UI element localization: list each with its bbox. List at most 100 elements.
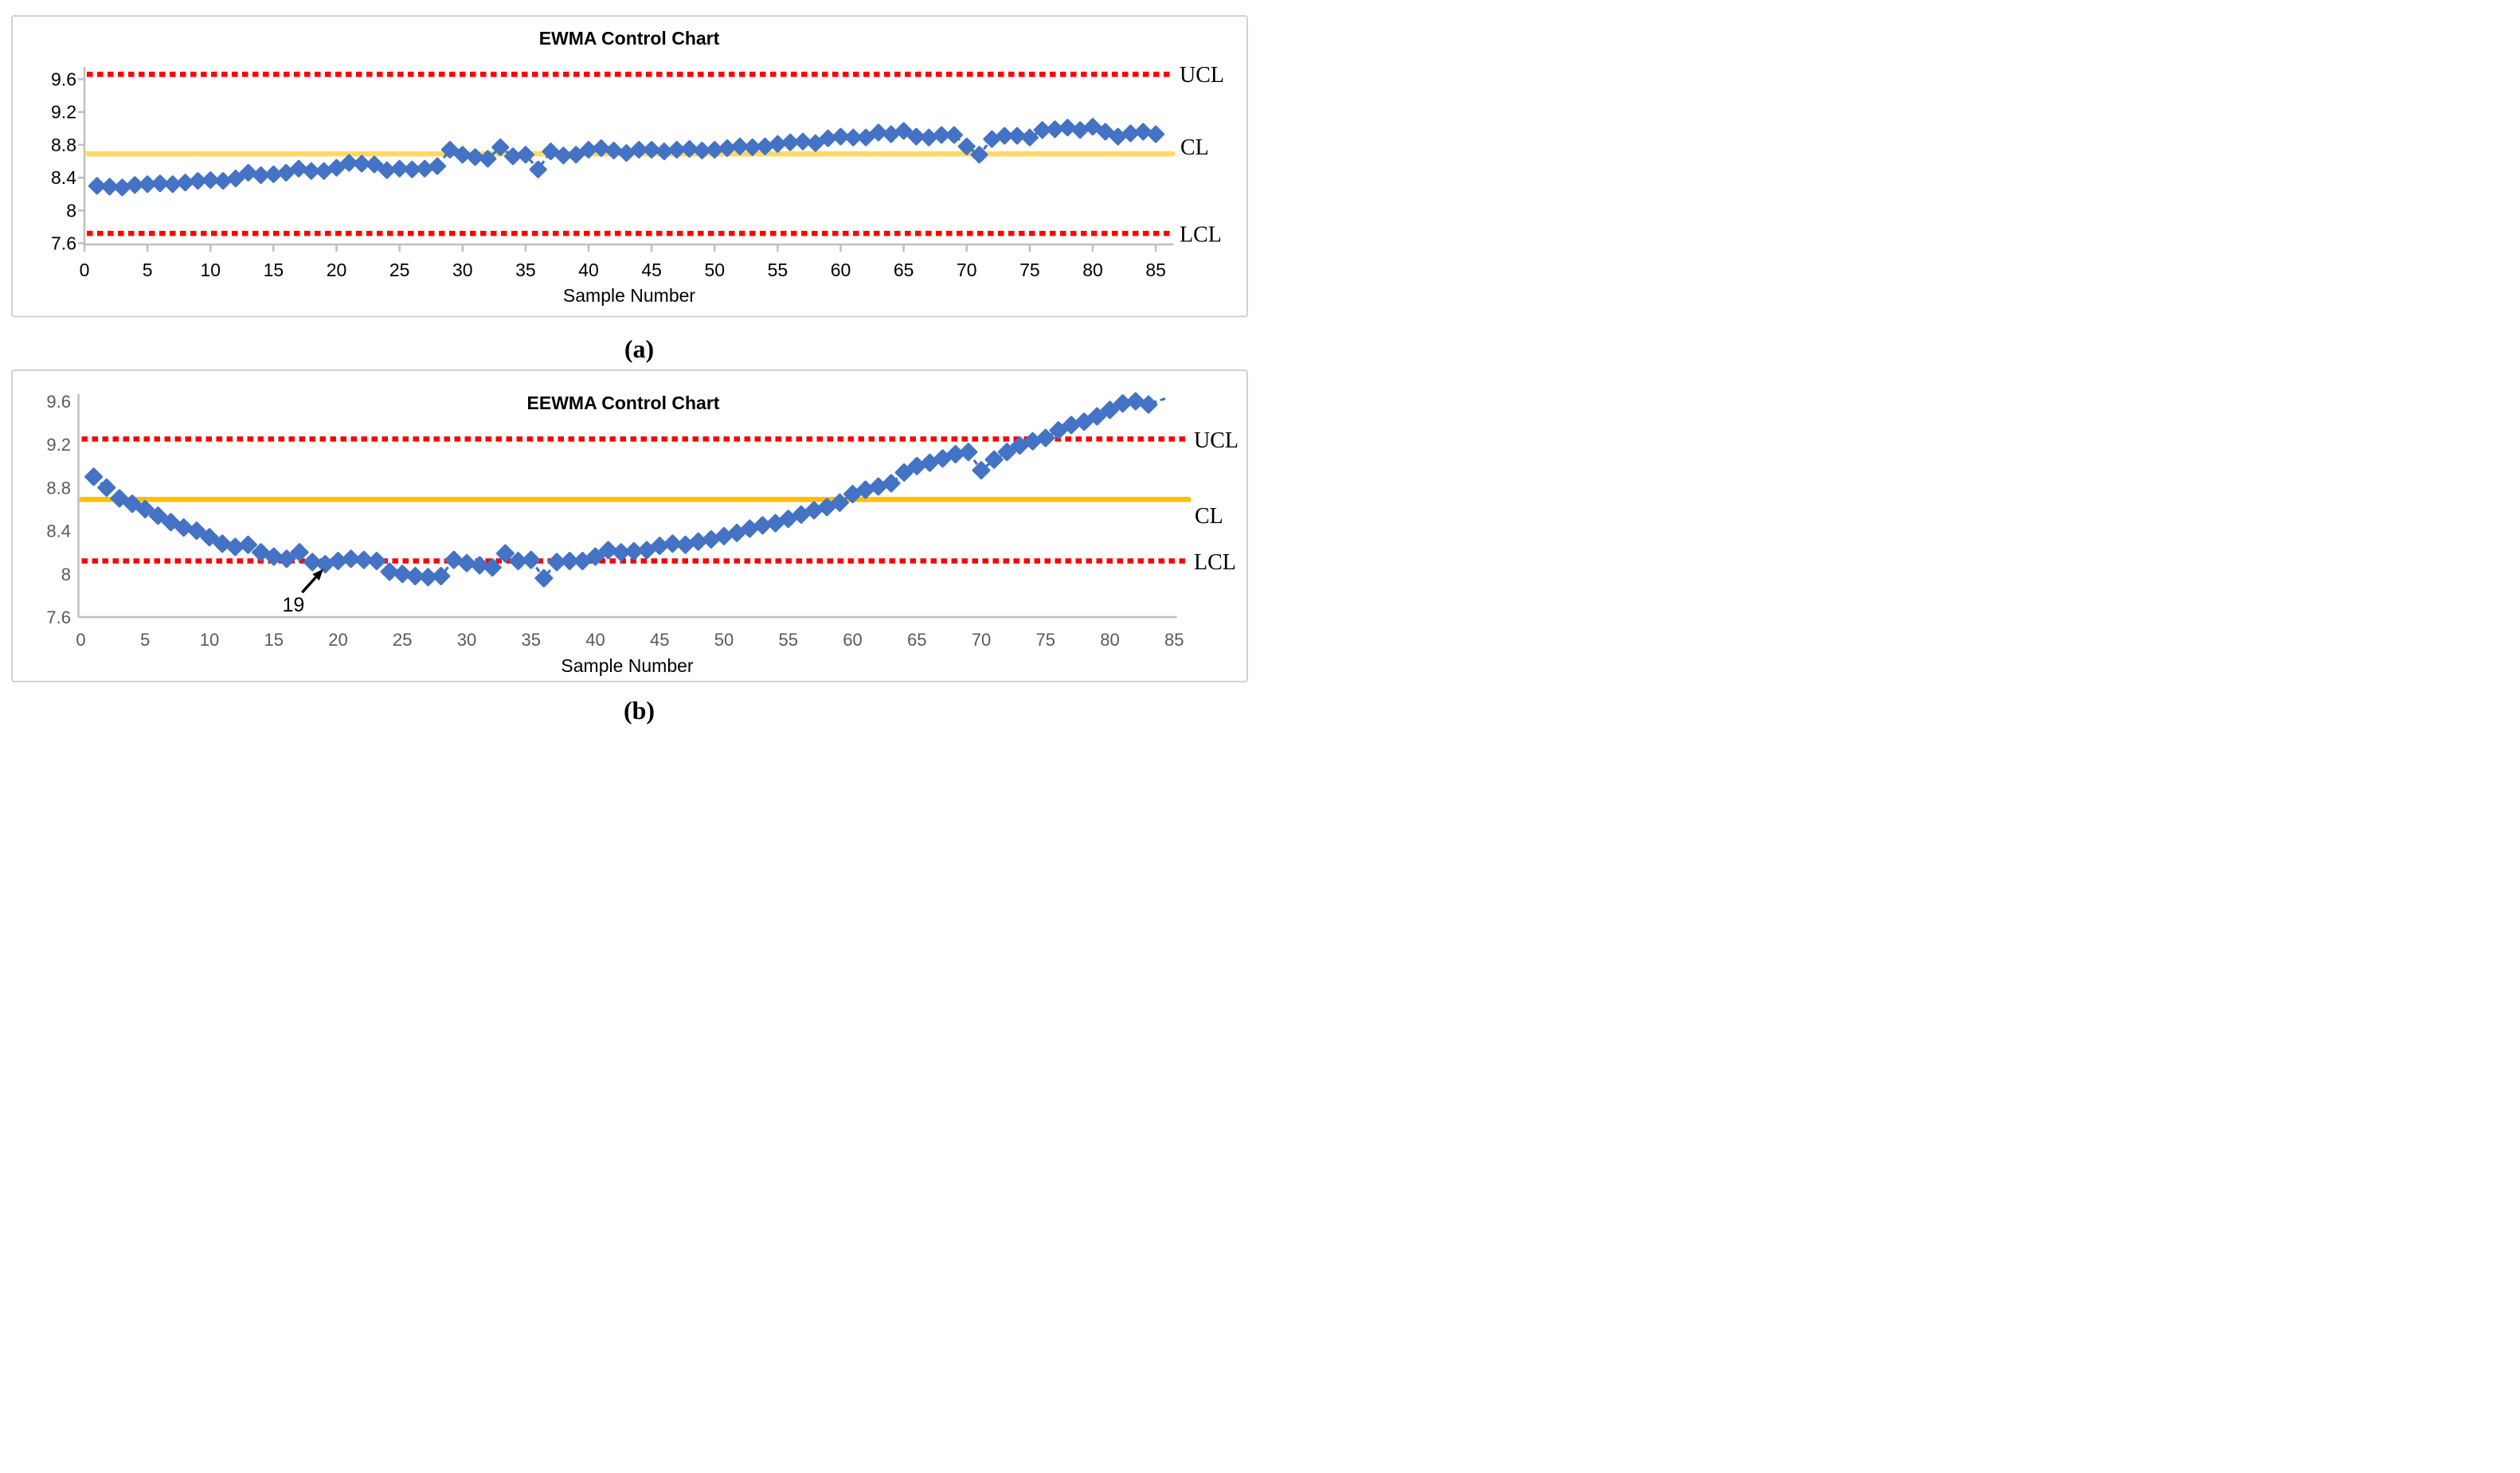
data-point-marker — [630, 141, 648, 159]
x-axis-tick-label: 30 — [452, 260, 473, 280]
data-point-marker — [830, 493, 849, 512]
data-point-marker — [806, 134, 824, 152]
data-point-marker — [894, 463, 914, 482]
data-point-marker — [405, 567, 425, 586]
data-point-marker — [139, 175, 157, 193]
data-point-marker — [730, 137, 749, 155]
data-point-marker — [353, 154, 371, 173]
y-axis-tick-label: 8 — [66, 200, 76, 221]
data-point-marker — [844, 128, 863, 147]
data-point-marker — [882, 474, 901, 493]
ucl-label: UCL — [1194, 428, 1238, 453]
x-axis-tick-label: 45 — [650, 630, 669, 650]
chart-title: EEWMA Control Chart — [527, 393, 720, 413]
data-point-marker — [907, 127, 925, 146]
figure-canvas: EWMA Control Chart 9.6 9.2 8.8 8.4 8 7.6 0 5 10 15… — [0, 0, 1260, 736]
data-point-marker — [151, 174, 169, 193]
data-point-marker — [393, 565, 412, 584]
x-axis-tick-label: 70 — [972, 630, 991, 650]
data-point-marker — [162, 513, 181, 532]
data-point-marker — [680, 140, 698, 158]
y-axis-tick-label: 7.6 — [51, 233, 76, 254]
annotation-label: 19 — [282, 594, 304, 616]
data-point-marker — [996, 127, 1014, 145]
x-axis-title: Sample Number — [561, 655, 694, 676]
data-point-marker — [1058, 119, 1077, 137]
data-point-marker — [187, 522, 206, 541]
x-axis-tick-label: 15 — [264, 260, 284, 280]
data-point-marker — [516, 146, 534, 164]
y-axis-tick-label: 8.4 — [46, 522, 71, 541]
data-point-marker — [226, 170, 245, 188]
data-point-marker — [148, 506, 167, 526]
data-point-marker — [560, 552, 579, 571]
ucl-label: UCL — [1180, 63, 1224, 88]
data-point-marker — [365, 155, 383, 174]
data-point-marker — [1008, 127, 1027, 145]
x-axis-tick-label: 45 — [641, 260, 662, 280]
data-point-marker — [290, 159, 308, 178]
data-point-marker — [239, 163, 257, 182]
data-point-marker — [997, 443, 1016, 462]
data-point-marker — [277, 549, 296, 568]
data-point-marker — [84, 467, 104, 486]
x-axis-tick-label: 10 — [200, 260, 221, 280]
data-point-marker — [380, 562, 399, 581]
annotation-arrow-shaft — [301, 576, 317, 594]
data-point-marker — [933, 126, 951, 144]
chart-border-box — [11, 369, 1248, 682]
x-axis-tick-label: 80 — [1082, 260, 1103, 280]
y-axis-tick-label: 8.4 — [51, 167, 76, 188]
data-point-marker — [1033, 121, 1051, 139]
x-axis-tick-label: 20 — [327, 260, 347, 280]
y-axis-tick-label: 9.6 — [51, 69, 76, 90]
data-point-marker — [1074, 412, 1094, 432]
x-axis-tick-label: 40 — [585, 630, 605, 650]
data-point-marker — [781, 133, 800, 151]
x-axis-tick-label: 70 — [957, 260, 977, 280]
x-axis-tick-label: 5 — [143, 260, 153, 280]
data-point-marker — [126, 176, 144, 194]
cl-label: CL — [1180, 135, 1209, 160]
data-point-marker — [110, 489, 129, 508]
data-point-marker — [869, 123, 887, 142]
data-point-marker — [428, 157, 447, 175]
data-point-marker — [743, 138, 761, 156]
data-point-marker — [483, 558, 502, 577]
y-axis-tick-label: 8.8 — [51, 135, 76, 155]
annotation-arrow-head — [312, 568, 323, 581]
data-point-marker — [1049, 421, 1068, 440]
data-point-marker — [529, 160, 547, 178]
data-point-marker — [252, 166, 270, 185]
data-point-marker — [643, 141, 661, 159]
caption-a: (a) — [624, 334, 654, 363]
x-axis-tick-label: 80 — [1100, 630, 1119, 650]
data-point-marker — [290, 543, 309, 562]
x-axis-tick-label: 25 — [389, 260, 410, 280]
cl-label: CL — [1195, 504, 1223, 529]
y-axis-tick-label: 8 — [61, 565, 71, 584]
y-axis-tick-label: 9.2 — [51, 102, 76, 123]
data-point-marker — [495, 544, 515, 563]
data-point-marker — [97, 478, 116, 497]
x-axis-tick-label: 65 — [907, 630, 926, 650]
x-axis-tick-label: 15 — [264, 630, 284, 650]
x-axis-tick-label: 85 — [1145, 260, 1166, 280]
data-point-marker — [491, 138, 510, 156]
x-axis-tick-label: 75 — [1019, 260, 1040, 280]
data-point-marker — [303, 553, 322, 572]
data-point-marker — [367, 552, 386, 571]
x-axis-tick-label: 55 — [768, 260, 788, 280]
caption-b: (b) — [624, 696, 655, 725]
data-point-marker — [479, 150, 497, 168]
x-axis-tick-label: 0 — [80, 260, 90, 280]
data-point-marker — [340, 154, 358, 172]
data-point-marker — [984, 450, 1004, 469]
data-point-marker — [238, 535, 257, 554]
chart-ewma: EWMA Control Chart 9.6 9.2 8.8 8.4 8 7.60 5 10 15… — [11, 15, 1248, 363]
x-axis-tick-label: 30 — [457, 630, 476, 650]
data-point-marker — [1020, 128, 1039, 147]
data-point-marker — [440, 141, 459, 159]
data-point-marker — [667, 141, 686, 159]
